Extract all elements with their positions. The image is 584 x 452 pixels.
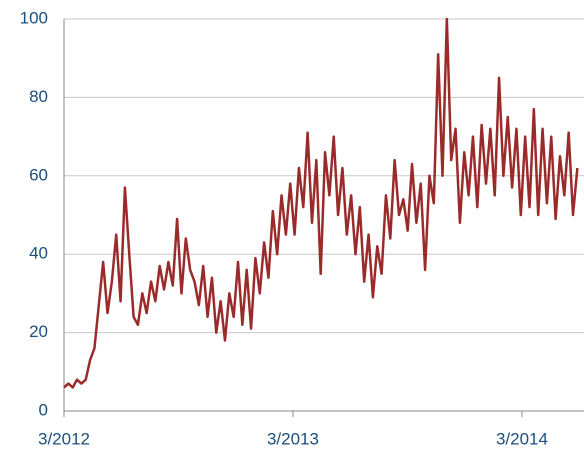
x-tick-label: 3/2013: [267, 429, 319, 448]
y-tick-label: 0: [39, 400, 48, 419]
data-line: [63, 17, 579, 389]
y-tick-label: 40: [29, 244, 48, 263]
y-tick-label: 80: [29, 87, 48, 106]
x-tick-label: 3/2014: [496, 429, 548, 448]
y-tick-label: 60: [29, 165, 48, 184]
x-tick-label: 3/2012: [38, 429, 90, 448]
y-tick-label: 20: [29, 322, 48, 341]
y-tick-label: 100: [20, 8, 48, 27]
